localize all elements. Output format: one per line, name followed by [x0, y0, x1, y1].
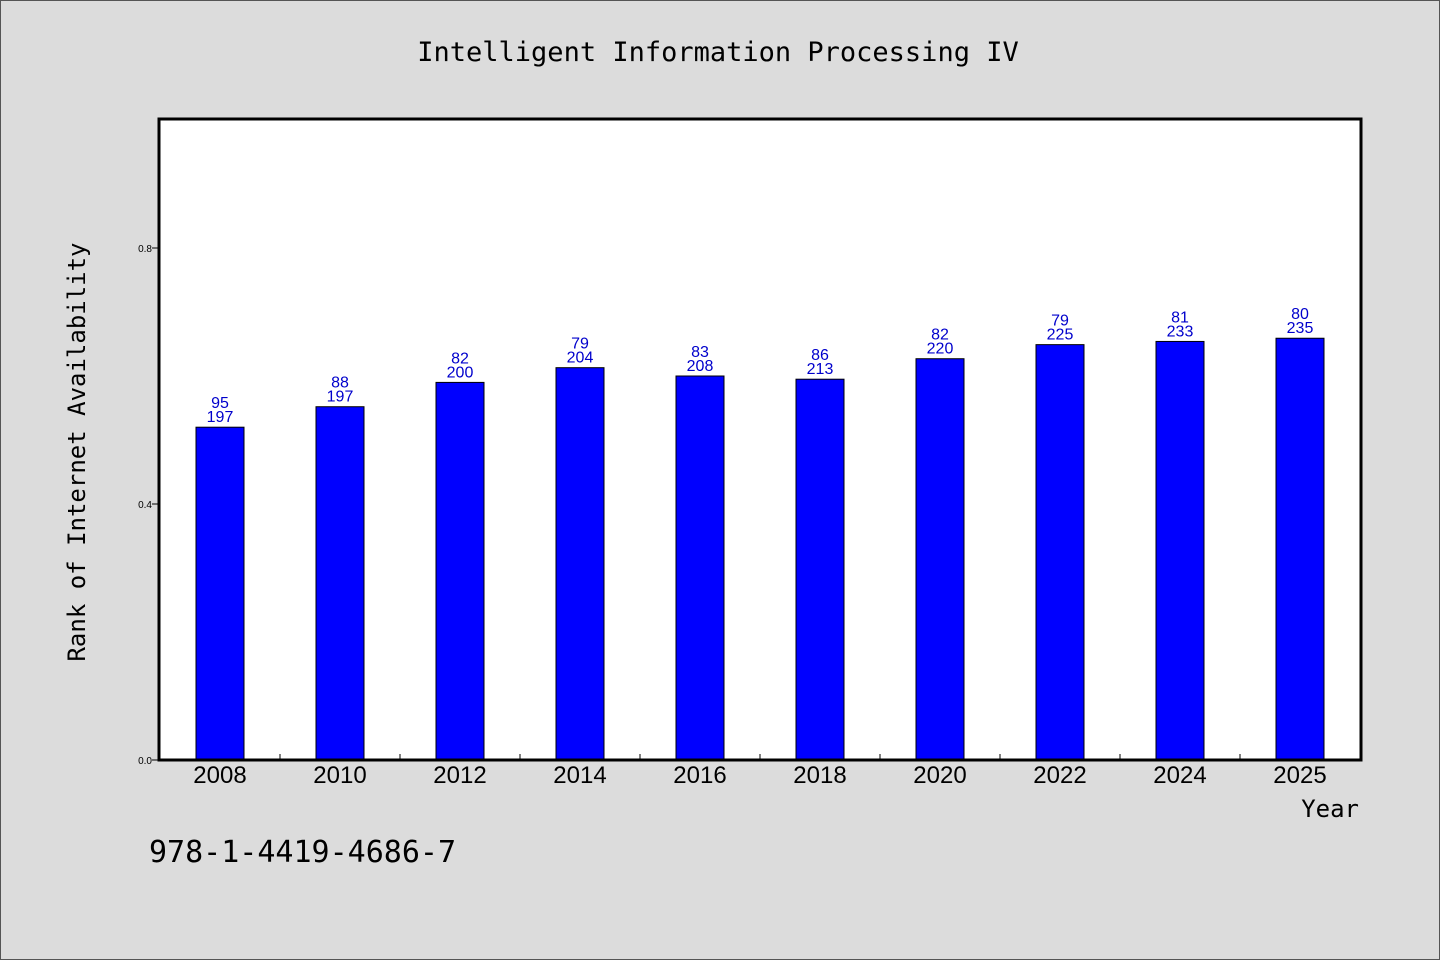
- data-label: 82: [931, 327, 949, 344]
- x-tick-label: 2012: [433, 762, 486, 789]
- y-tick-label: 0.4: [138, 500, 152, 511]
- x-axis-title: Year: [1301, 795, 1359, 823]
- bar: [675, 375, 725, 761]
- x-axis: 2008 2010 2012 2014 2016 2018 2020 2022 2024 2025: [193, 754, 1327, 789]
- data-label: 213: [807, 361, 834, 378]
- x-tick-label: 2014: [553, 762, 606, 789]
- x-tick-label: 2016: [673, 762, 726, 789]
- bar: [435, 381, 485, 761]
- data-label: 235: [1287, 320, 1314, 337]
- data-label: 225: [1047, 327, 1074, 344]
- data-label: 81: [1171, 309, 1189, 326]
- data-label: 79: [1051, 313, 1069, 330]
- bar: [315, 406, 365, 761]
- data-label: 197: [327, 389, 354, 406]
- bar: [195, 426, 245, 761]
- data-label: 200: [447, 364, 474, 381]
- data-label: 83: [691, 344, 709, 361]
- x-tick-label: 2024: [1153, 762, 1206, 789]
- data-label: 233: [1167, 323, 1194, 340]
- data-label: 79: [571, 336, 589, 353]
- x-tick-label: 2020: [913, 762, 966, 789]
- data-label: 82: [451, 350, 469, 367]
- data-label: 204: [567, 350, 594, 367]
- x-tick-label: 2022: [1033, 762, 1086, 789]
- bar: [915, 358, 965, 761]
- y-axis-title: Rank of Internet Availability: [63, 242, 91, 661]
- data-label: 197: [207, 409, 234, 426]
- y-tick-label: 0.8: [138, 244, 152, 255]
- bar: [555, 367, 605, 761]
- y-tick-label: 0.0: [138, 756, 152, 767]
- plot-frame: [157, 117, 1363, 762]
- data-label: 95: [211, 395, 229, 412]
- data-label: 220: [927, 341, 954, 358]
- bar: [1035, 344, 1085, 761]
- bar: [1155, 340, 1205, 761]
- bar: [795, 378, 845, 761]
- x-tick-label: 2008: [193, 762, 246, 789]
- x-tick-label: 2010: [313, 762, 366, 789]
- chart-title: Intelligent Information Processing IV: [417, 37, 1018, 68]
- bar: [1275, 337, 1325, 761]
- data-label: 88: [331, 375, 349, 392]
- isbn-label: 978-1-4419-4686-7: [149, 835, 456, 870]
- data-label: 208: [687, 358, 714, 375]
- data-label: 86: [811, 347, 829, 364]
- data-label: 80: [1291, 306, 1309, 323]
- x-tick-label: 2018: [793, 762, 846, 789]
- y-axis: 0.0 0.4 0.8: [138, 244, 160, 767]
- x-tick-label: 2025: [1273, 762, 1326, 789]
